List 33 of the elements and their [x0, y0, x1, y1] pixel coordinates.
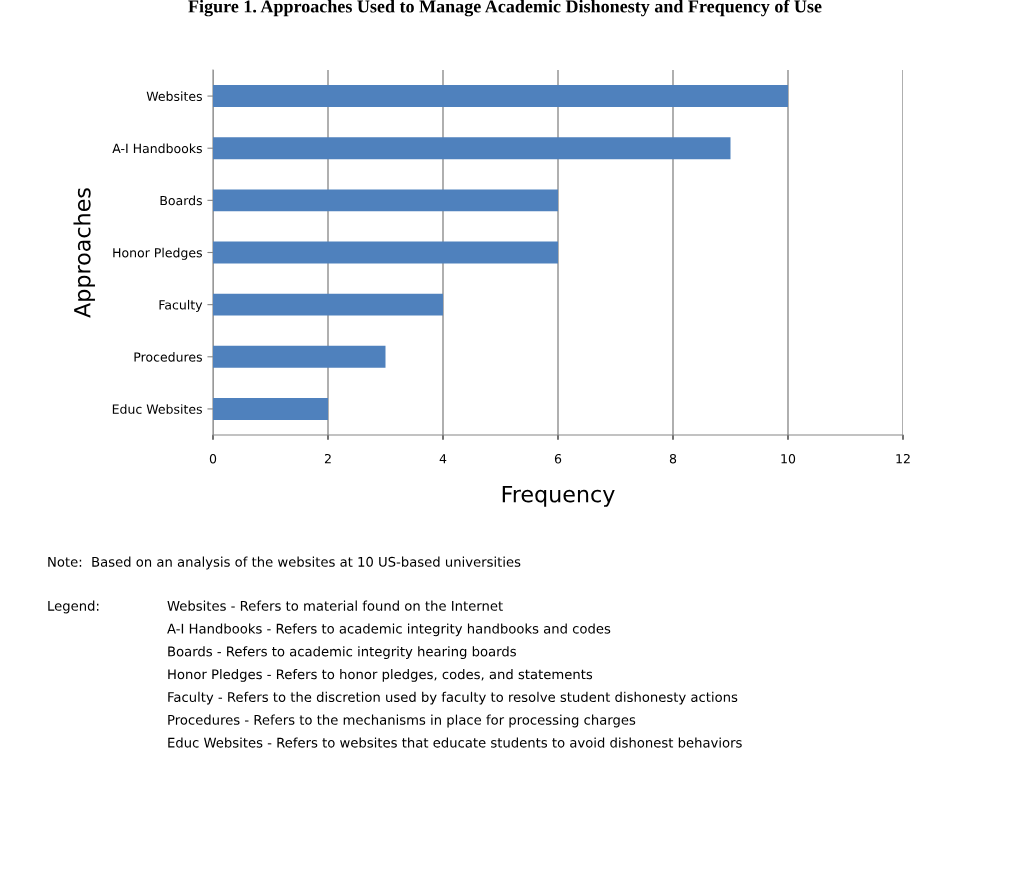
bar: [213, 397, 328, 420]
text: Websites - Refers to material found on the Internet: [167, 600, 503, 611]
x-tick-label: 10: [781, 453, 796, 464]
text: A-I Handbooks - Refers to academic integrity handbooks and codes: [167, 623, 611, 637]
text: Boards - Refers to academic integrity hearing boards: [168, 646, 516, 659]
y-tick-label: Boards: [160, 195, 202, 206]
bar: [213, 137, 731, 160]
bar: [213, 293, 443, 316]
bar: [213, 189, 558, 212]
text: Note: Based on an analysis of the websites at 10 US-based universities: [48, 556, 521, 570]
x-tick-label: 2: [324, 453, 331, 464]
y-tick-label: A-I Handbooks: [112, 143, 202, 154]
x-tick-label: 0: [209, 453, 217, 464]
y-tick-label: Faculty: [159, 299, 203, 312]
x-tick-label: 12: [896, 453, 910, 464]
y-axis-title: Approaches: [73, 188, 95, 318]
y-tick-label: Honor Pledges: [113, 247, 202, 260]
x-axis-title: Frequency: [502, 485, 615, 507]
x-tick-label: 8: [669, 453, 677, 464]
bar: [213, 85, 788, 108]
y-tick-label: Educ Websites: [112, 404, 202, 414]
text: Procedures - Refers to the mechanisms in place for processing charges: [168, 714, 636, 728]
y-tick-label: Websites: [146, 91, 202, 101]
text: Educ Websites - Refers to websites that educate students to avoid dishonest behaviors: [168, 737, 742, 748]
text: Legend:: [48, 600, 99, 614]
text: Honor Pledges - Refers to honor pledges, codes, and statements: [168, 669, 593, 682]
bar: [213, 345, 386, 368]
x-tick-label: 4: [439, 454, 447, 464]
y-tick-label: Procedures: [134, 352, 202, 362]
chart-title: Figure 1. Approaches Used to Manage Academic Dishonesty and Frequency of Use: [188, 0, 822, 17]
bar: [213, 241, 558, 264]
text: Faculty - Refers to the discretion used by faculty to resolve student dishonesty actions: [168, 691, 738, 705]
x-tick-label: 6: [554, 453, 562, 464]
